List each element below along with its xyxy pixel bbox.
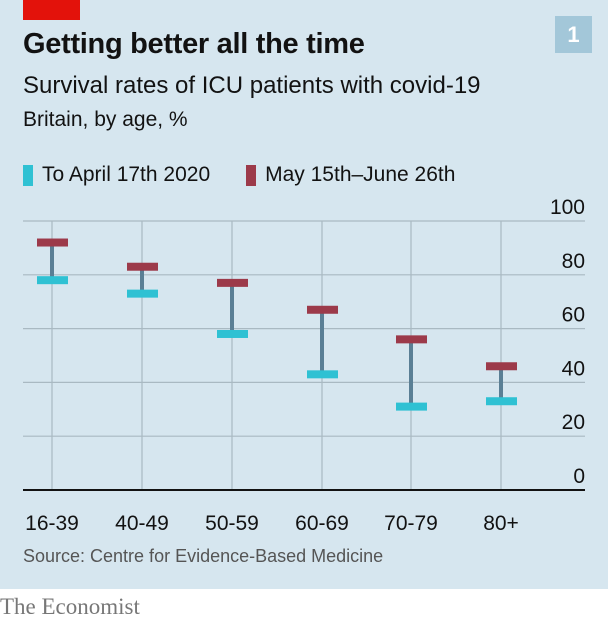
marker-series2 [396, 335, 427, 344]
x-tick-label: 16-39 [25, 512, 79, 535]
marker-series2 [127, 262, 158, 271]
marker-series1 [307, 370, 338, 379]
marker-series1 [217, 329, 248, 338]
legend: To April 17th 2020 May 15th–June 26th [23, 163, 491, 187]
x-tick-label: 50-59 [205, 512, 259, 535]
y-tick-label: 20 [562, 411, 585, 434]
marker-series1 [37, 276, 68, 285]
legend-swatch-series2 [246, 164, 257, 186]
chart-subtitle: Survival rates of ICU patients with covi… [23, 72, 481, 99]
marker-series2 [37, 238, 68, 247]
x-tick-label: 70-79 [384, 512, 438, 535]
economist-red-tab [23, 0, 80, 20]
legend-label-series2: May 15th–June 26th [265, 163, 456, 186]
marker-series2 [307, 305, 338, 314]
x-tick-label: 40-49 [115, 512, 169, 535]
dumbbell-chart: 0 20 40 60 80 100 16-39 40-49 50-59 60-69 70-79 80+ [23, 196, 585, 535]
chart-title: Getting better all the time [23, 28, 365, 60]
y-tick-label: 60 [562, 304, 585, 327]
legend-item-series2: May 15th–June 26th [246, 163, 455, 187]
marker-series1 [486, 397, 517, 406]
marker-series2 [217, 278, 248, 287]
marker-series1 [396, 402, 427, 411]
source-note: Source: Centre for Evidence-Based Medici… [23, 546, 384, 566]
brand-logo: The Economist [0, 594, 140, 619]
legend-label-series1: To April 17th 2020 [42, 163, 211, 186]
y-tick-label: 0 [573, 465, 585, 488]
y-tick-label: 80 [562, 250, 585, 273]
x-tick-label: 60-69 [295, 512, 349, 535]
marker-series2 [486, 362, 517, 371]
y-tick-label: 40 [562, 357, 585, 380]
x-tick-label: 80+ [483, 512, 519, 535]
chart-units: Britain, by age, % [23, 108, 188, 131]
legend-swatch-series1 [23, 164, 33, 186]
y-tick-label: 100 [550, 196, 585, 219]
legend-item-series1: To April 17th 2020 [23, 163, 210, 187]
chart-number-badge: 1 [555, 16, 592, 53]
marker-series1 [127, 289, 158, 298]
